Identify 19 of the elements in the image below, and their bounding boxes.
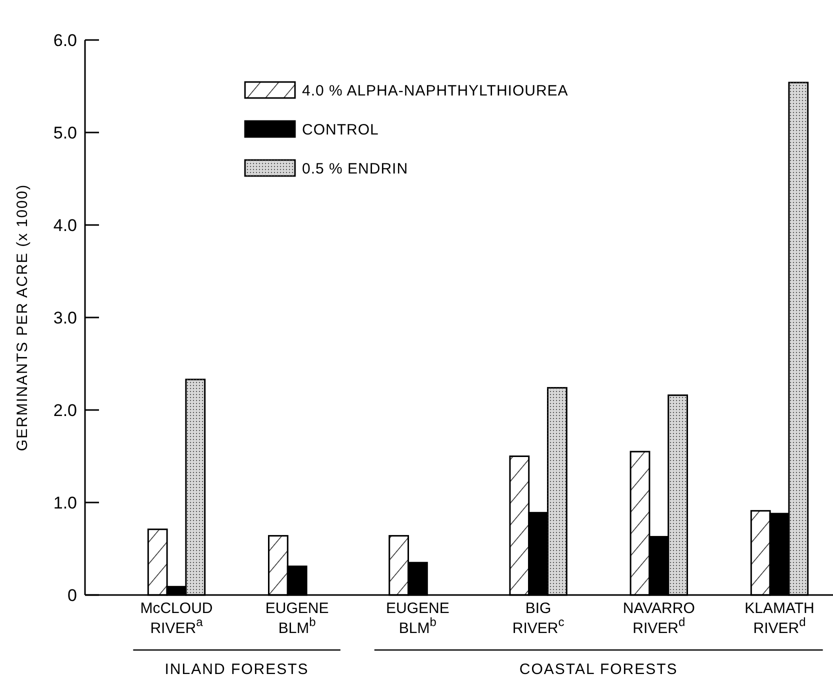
y-tick-label: 0: [68, 586, 77, 605]
y-axis-title: GERMINANTS PER ACRE (x 1000): [14, 184, 31, 452]
text: INLAND FORESTS: [164, 661, 309, 678]
text: COASTAL FORESTS: [519, 661, 678, 678]
x-tick-label: BIG RIVER$^{c}$: [512, 600, 564, 637]
y-tick-label: 3.0: [53, 308, 77, 328]
x-tick-label: EUGENE BLM$^{b}$: [265, 600, 329, 637]
y-tick-label: 6.0: [53, 30, 77, 50]
legend-label: 0.5 % ENDRIN: [302, 160, 408, 178]
x-tick-label: KLAMATH RIVER$^{d}$: [744, 600, 814, 637]
legend-label: 4.0 % ALPHA-NAPHTHYLTHIOUREA: [302, 82, 568, 100]
x-tick-label: McCLOUD RIVER$^{a}$: [140, 600, 213, 637]
y-tick-label: 1.0: [53, 493, 77, 512]
legend-label: CONTROL: [302, 121, 379, 138]
x-tick-label: NAVARRO RIVER$^{d}$: [622, 600, 695, 637]
y-tick-label: 4.0: [53, 216, 77, 235]
x-tick-label: EUGENE BLM$^{b}$: [386, 600, 450, 637]
y-tick-label: 5.0: [53, 123, 77, 142]
y-tick-label: 2.0: [53, 400, 77, 420]
